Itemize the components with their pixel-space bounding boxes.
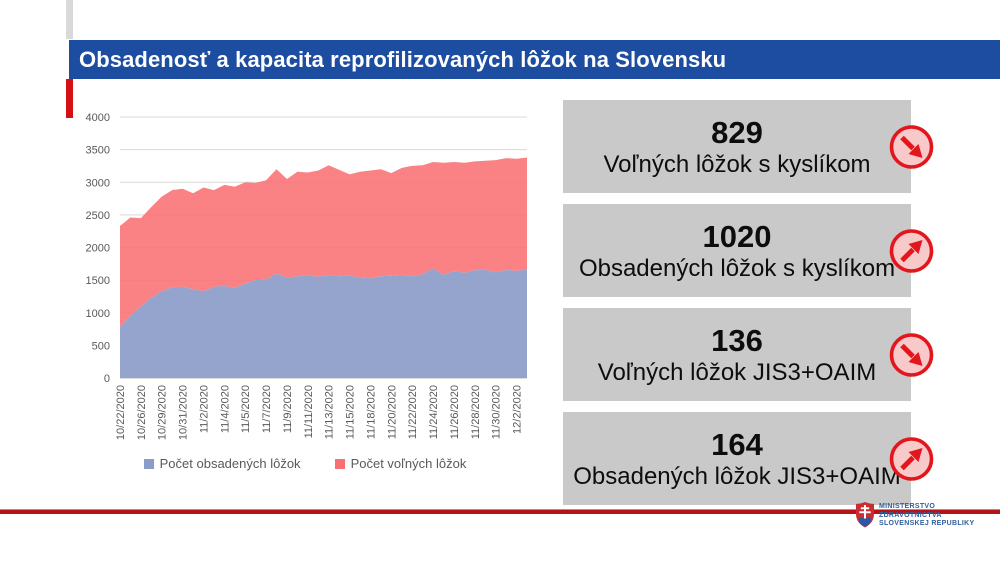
red-accent-bar — [66, 79, 73, 118]
chart-legend: Počet obsadených lôžok Počet voľných lôžo… — [70, 456, 540, 471]
svg-text:11/28/2020: 11/28/2020 — [470, 385, 482, 439]
stat-value: 164 — [711, 426, 763, 462]
svg-text:2000: 2000 — [86, 243, 110, 255]
stat-value: 829 — [711, 114, 763, 150]
svg-text:3000: 3000 — [86, 177, 110, 189]
stat-card-occupied-oxygen-beds: 1020 Obsadených lôžok s kyslíkom — [563, 204, 934, 297]
stat-card-free-oxygen-beds: 829 Voľných lôžok s kyslíkom — [563, 100, 934, 193]
trend-up-icon — [888, 227, 935, 274]
svg-text:11/11/2020: 11/11/2020 — [303, 385, 315, 438]
ministry-logo: MINISTERSTVO ZDRAVOTNÍCTVA SLOVENSKEJ RE… — [855, 501, 974, 529]
svg-text:11/15/2020: 11/15/2020 — [345, 385, 357, 439]
ministry-line-1: MINISTERSTVO — [879, 503, 936, 510]
legend-item-free: Počet voľných lôžok — [334, 456, 466, 471]
stat-card-free-icu-beds: 136 Voľných lôžok JIS3+OAIM — [563, 308, 934, 401]
trend-up-icon — [888, 435, 935, 482]
top-accent-bar — [66, 0, 73, 39]
stat-value: 1020 — [702, 218, 772, 254]
svg-text:2500: 2500 — [86, 210, 110, 222]
svg-text:1000: 1000 — [86, 308, 110, 320]
stat-label: Voľných lôžok JIS3+OAIM — [597, 358, 877, 386]
footer-divider — [0, 509, 1000, 514]
svg-text:11/5/2020: 11/5/2020 — [240, 385, 252, 433]
svg-text:10/22/2020: 10/22/2020 — [115, 385, 127, 440]
svg-text:11/4/2020: 11/4/2020 — [219, 385, 231, 433]
svg-text:11/13/2020: 11/13/2020 — [324, 385, 336, 439]
occupancy-chart: 0 500 1000 1500 2000 2500 3000 3500 4000 10/22/20… — [70, 110, 540, 455]
svg-text:4000: 4000 — [86, 112, 110, 124]
svg-text:11/18/2020: 11/18/2020 — [366, 385, 378, 439]
stat-label: Voľných lôžok s kyslíkom — [603, 150, 871, 178]
stat-card-occupied-icu-beds: 164 Obsadených lôžok JIS3+OAIM — [563, 412, 934, 505]
ministry-logo-text: MINISTERSTVO ZDRAVOTNÍCTVA SLOVENSKEJ RE… — [879, 501, 974, 529]
svg-text:12/2/2020: 12/2/2020 — [512, 385, 524, 434]
svg-text:0: 0 — [104, 373, 110, 385]
svg-text:10/31/2020: 10/31/2020 — [178, 385, 190, 440]
svg-text:11/24/2020: 11/24/2020 — [428, 385, 440, 439]
svg-text:1500: 1500 — [86, 275, 110, 287]
stacked-area-chart: 0 500 1000 1500 2000 2500 3000 3500 4000 10/22/20… — [86, 112, 527, 440]
svg-text:11/30/2020: 11/30/2020 — [491, 385, 503, 439]
legend-item-occupied: Počet obsadených lôžok — [143, 456, 301, 471]
svg-text:11/7/2020: 11/7/2020 — [261, 385, 273, 433]
svg-text:11/20/2020: 11/20/2020 — [386, 385, 398, 439]
trend-down-icon — [888, 331, 935, 378]
legend-swatch-icon — [143, 458, 154, 469]
svg-text:11/26/2020: 11/26/2020 — [449, 385, 461, 439]
svg-text:10/26/2020: 10/26/2020 — [136, 385, 148, 440]
title-bar: Obsadenosť a kapacita reprofilizovaných … — [69, 40, 1000, 79]
stat-cards: 829 Voľných lôžok s kyslíkom 1020 Obsade… — [563, 100, 934, 516]
svg-text:11/22/2020: 11/22/2020 — [407, 385, 419, 439]
stat-label: Obsadených lôžok s kyslíkom — [578, 254, 896, 282]
svg-text:500: 500 — [92, 340, 110, 352]
legend-swatch-icon — [334, 458, 345, 469]
trend-down-icon — [888, 123, 935, 170]
svg-text:3500: 3500 — [86, 145, 110, 157]
ministry-line-3: SLOVENSKEJ REPUBLIKY — [879, 520, 975, 527]
svg-text:10/29/2020: 10/29/2020 — [157, 385, 169, 440]
page-title: Obsadenosť a kapacita reprofilizovaných … — [79, 46, 727, 72]
ministry-line-2: ZDRAVOTNÍCTVA — [879, 511, 942, 519]
stat-value: 136 — [711, 322, 763, 358]
slovak-coat-of-arms-icon — [856, 502, 874, 528]
stat-label: Obsadených lôžok JIS3+OAIM — [573, 462, 901, 490]
svg-text:11/2/2020: 11/2/2020 — [199, 385, 211, 433]
svg-text:11/9/2020: 11/9/2020 — [282, 385, 294, 433]
